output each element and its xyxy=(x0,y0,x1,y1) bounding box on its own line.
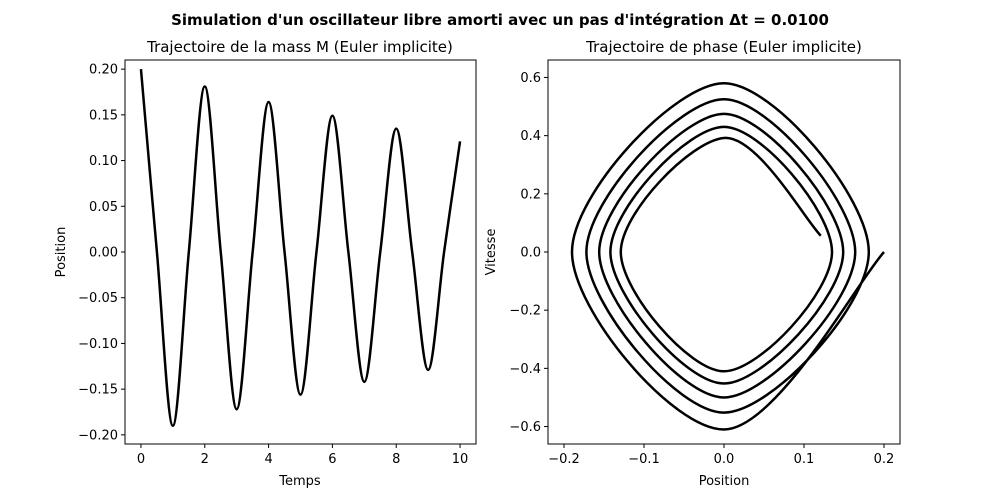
position-ytick-label: −0.10 xyxy=(78,337,118,352)
position-time-chart: Trajectoire de la mass M (Euler implicit… xyxy=(54,38,477,489)
phase-chart-yticks: −0.6 −0.4 −0.2 0.0 0.2 0.4 0.6 xyxy=(509,71,548,435)
phase-ytick-label: −0.4 xyxy=(509,362,541,377)
phase-series-line xyxy=(570,82,885,431)
position-chart-yticks: −0.20 −0.15 −0.10 −0.05 0.00 0.05 0.10 0.15 0.20 xyxy=(78,63,125,443)
position-xtick-label: 10 xyxy=(452,452,469,467)
position-xtick-label: 6 xyxy=(328,452,336,467)
phase-ytick-label: −0.6 xyxy=(509,420,541,435)
phase-xtick-label: −0.1 xyxy=(628,452,660,467)
phase-xtick-label: −0.2 xyxy=(548,452,580,467)
phase-ytick-label: 0.0 xyxy=(520,246,541,261)
phase-chart-xlabel: Position xyxy=(699,474,750,489)
position-xtick-label: 0 xyxy=(137,452,145,467)
position-ytick-label: 0.00 xyxy=(89,246,118,261)
position-ytick-label: 0.05 xyxy=(89,200,118,215)
position-ytick-label: 0.20 xyxy=(89,63,118,78)
position-series-line xyxy=(139,69,462,427)
position-chart-xticks: 0 2 4 6 8 10 xyxy=(137,444,469,467)
position-ytick-label: −0.05 xyxy=(78,291,118,306)
phase-ytick-label: 0.4 xyxy=(520,129,541,144)
phase-ytick-label: −0.2 xyxy=(509,304,541,319)
figure-suptitle: Simulation d'un oscillateur libre amorti… xyxy=(171,11,829,29)
position-ytick-label: 0.10 xyxy=(89,154,118,169)
phase-ytick-label: 0.2 xyxy=(520,187,541,202)
position-chart-xlabel: Temps xyxy=(278,474,321,489)
phase-xtick-label: 0.2 xyxy=(874,452,895,467)
phase-chart-title: Trajectoire de phase (Euler implicite) xyxy=(585,38,862,56)
position-ytick-label: 0.15 xyxy=(89,108,118,123)
position-chart-ylabel: Position xyxy=(54,227,69,278)
phase-xtick-label: 0.0 xyxy=(714,452,735,467)
phase-ytick-label: 0.6 xyxy=(520,71,541,86)
position-xtick-label: 8 xyxy=(392,452,400,467)
position-ytick-label: −0.15 xyxy=(78,383,118,398)
position-ytick-label: −0.20 xyxy=(78,428,118,443)
phase-chart-frame xyxy=(547,59,901,445)
position-xtick-label: 2 xyxy=(201,452,209,467)
phase-chart: Trajectoire de phase (Euler implicite) −… xyxy=(484,38,901,489)
position-xtick-label: 4 xyxy=(264,452,272,467)
phase-xtick-label: 0.1 xyxy=(794,452,815,467)
phase-chart-ylabel: Vitesse xyxy=(484,229,499,276)
position-chart-title: Trajectoire de la mass M (Euler implicit… xyxy=(146,38,453,56)
phase-chart-xticks: −0.2 −0.1 0.0 0.1 0.2 xyxy=(548,444,894,467)
